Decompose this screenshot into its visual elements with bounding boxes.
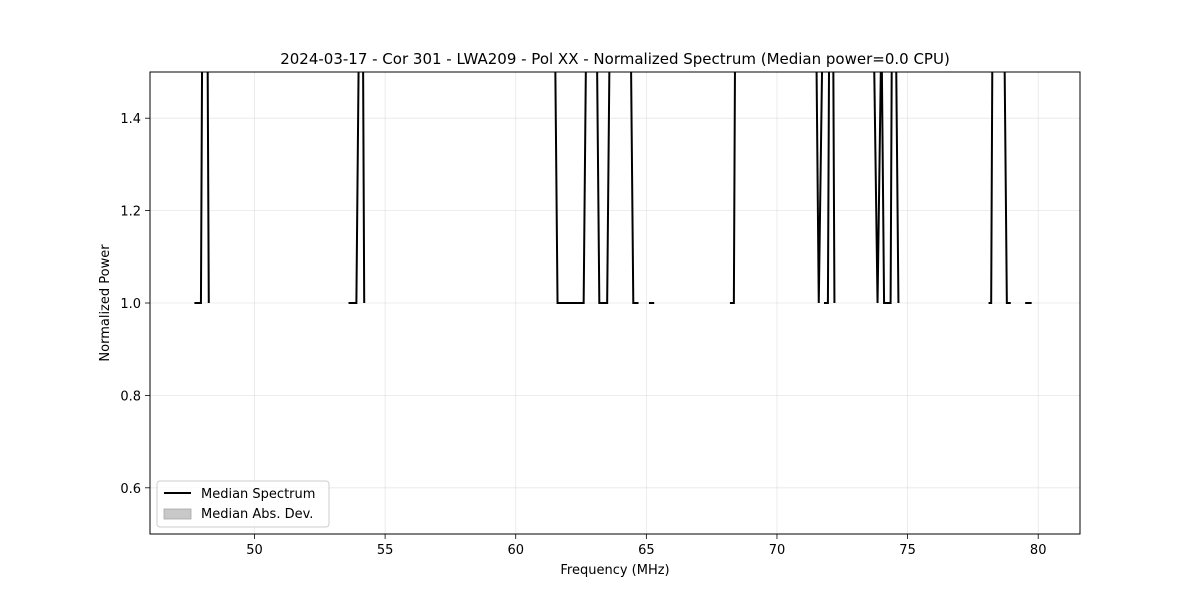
chart-title: 2024-03-17 - Cor 301 - LWA209 - Pol XX -… xyxy=(280,50,950,68)
spectrum-line-segment xyxy=(823,72,836,304)
x-tick-label: 80 xyxy=(1030,543,1047,558)
x-tick-label: 65 xyxy=(638,543,655,558)
spectrum-line-segment xyxy=(873,72,900,304)
y-tick-label: 1.4 xyxy=(120,112,141,127)
plot-background xyxy=(150,72,1080,534)
y-tick-label: 0.6 xyxy=(120,482,141,497)
spectrum-line-segment xyxy=(554,72,639,304)
y-tick-label: 1.2 xyxy=(120,205,141,220)
axis-ticks: 50 55 60 65 70 75 80 0.6 0.8 1.0 1.2 1.4 xyxy=(120,112,1046,558)
x-tick-label: 55 xyxy=(377,543,394,558)
legend: Median Spectrum Median Abs. Dev. xyxy=(156,480,330,528)
x-tick-label: 70 xyxy=(769,543,786,558)
x-tick-label: 75 xyxy=(899,543,916,558)
series-layer xyxy=(194,72,1032,304)
plot-area: 50 55 60 65 70 75 80 0.6 0.8 1.0 1.2 1.4 xyxy=(120,71,1081,558)
spectrum-line-segment xyxy=(988,72,1011,304)
spectrum-line-segment xyxy=(729,72,736,304)
x-tick-label: 50 xyxy=(246,543,263,558)
legend-box xyxy=(156,480,330,528)
spectrum-line-segment xyxy=(815,72,824,304)
legend-label-median-spectrum: Median Spectrum xyxy=(201,487,315,502)
y-tick-label: 0.8 xyxy=(120,389,141,404)
legend-swatch-median-abs-dev xyxy=(163,508,192,520)
x-axis-label: Frequency (MHz) xyxy=(560,563,669,578)
y-axis-label: Normalized Power xyxy=(98,244,113,362)
spectrum-line-segment xyxy=(348,72,366,304)
y-tick-label: 1.0 xyxy=(120,297,141,312)
spectrum-line-segment xyxy=(194,72,210,304)
legend-label-median-abs-dev: Median Abs. Dev. xyxy=(201,507,313,522)
x-tick-label: 60 xyxy=(507,543,524,558)
